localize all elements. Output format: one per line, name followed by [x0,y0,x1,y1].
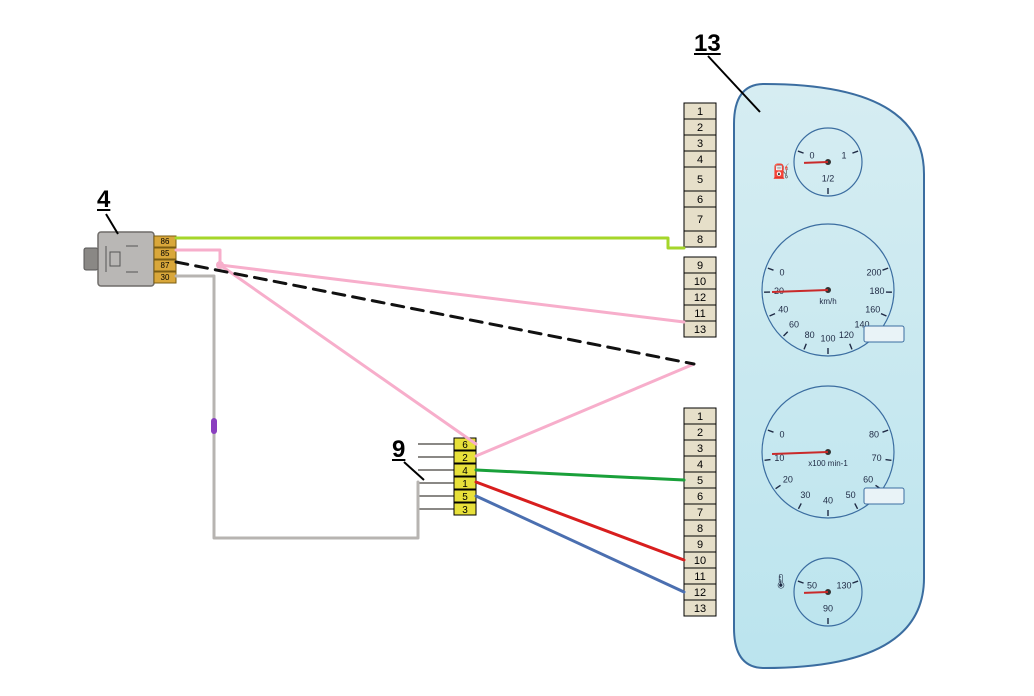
svg-text:90: 90 [823,603,833,613]
svg-text:2: 2 [697,427,703,439]
w-pink-conn9-2-to-pin13 [476,364,694,456]
svg-text:4: 4 [697,154,703,166]
svg-text:70: 70 [872,453,882,463]
svg-text:8: 8 [697,523,703,535]
w-green-conn9-4-to-bpin5 [476,470,684,480]
svg-text:10: 10 [694,276,706,288]
svg-text:50: 50 [846,490,856,500]
node-pink [216,261,224,269]
svg-text:4: 4 [462,466,468,477]
svg-text:80: 80 [805,330,815,340]
svg-text:7: 7 [697,507,703,519]
svg-text:4: 4 [697,459,703,471]
svg-text:12: 12 [694,587,706,599]
svg-text:⛽: ⛽ [773,163,790,180]
svg-text:0: 0 [810,151,815,161]
svg-text:130: 130 [836,581,851,591]
svg-text:x100 min-1: x100 min-1 [808,459,848,468]
svg-text:13: 13 [694,324,706,336]
svg-text:9: 9 [697,260,703,272]
cluster-panel [734,84,924,668]
svg-text:2: 2 [697,122,703,134]
svg-text:1: 1 [697,411,703,423]
svg-text:6: 6 [462,440,468,451]
svg-text:2: 2 [462,453,468,464]
svg-text:10: 10 [694,555,706,567]
svg-text:6: 6 [697,194,703,206]
w-green-relay-to-pin7 [176,238,684,248]
svg-text:11: 11 [694,571,705,583]
svg-text:🌡: 🌡 [772,573,790,589]
w-red-conn9-1-to-bpin10 [476,482,684,560]
svg-text:0: 0 [779,430,784,440]
svg-text:3: 3 [697,443,703,455]
svg-text:5: 5 [697,475,703,487]
svg-text:80: 80 [869,430,879,440]
svg-text:86: 86 [161,237,170,246]
svg-text:120: 120 [839,330,854,340]
w-gray-relay-down [176,276,418,538]
wiring-diagram: 01/21⛽020406080100120140160180200km/h010… [0,0,1034,696]
svg-text:5: 5 [697,174,703,186]
svg-text:8: 8 [697,234,703,246]
svg-text:85: 85 [161,249,170,258]
svg-text:87: 87 [161,261,170,270]
svg-text:30: 30 [800,490,810,500]
svg-text:60: 60 [863,474,873,484]
svg-text:3: 3 [462,505,468,516]
svg-text:13: 13 [694,603,706,615]
svg-text:50: 50 [807,581,817,591]
svg-text:160: 160 [865,304,880,314]
svg-text:3: 3 [697,138,703,150]
svg-text:40: 40 [778,304,788,314]
svg-text:1: 1 [841,151,846,161]
svg-text:9: 9 [697,539,703,551]
svg-text:11: 11 [694,308,705,320]
svg-text:1: 1 [697,106,703,118]
svg-text:180: 180 [869,286,884,296]
svg-text:12: 12 [694,292,706,304]
svg-text:1/2: 1/2 [822,173,835,183]
svg-text:200: 200 [867,268,882,278]
svg-text:60: 60 [789,320,799,330]
leader-4 [106,214,118,234]
svg-text:1: 1 [462,479,468,490]
w-blue-conn9-5-to-bpin12 [476,496,684,592]
svg-text:km/h: km/h [819,297,836,306]
svg-text:6: 6 [697,491,703,503]
svg-text:30: 30 [161,273,170,282]
svg-text:100: 100 [820,333,835,343]
svg-text:5: 5 [462,492,468,503]
svg-text:40: 40 [823,495,833,505]
svg-text:7: 7 [697,214,703,226]
relay-plug [84,248,98,270]
svg-text:0: 0 [779,268,784,278]
svg-text:20: 20 [783,474,793,484]
